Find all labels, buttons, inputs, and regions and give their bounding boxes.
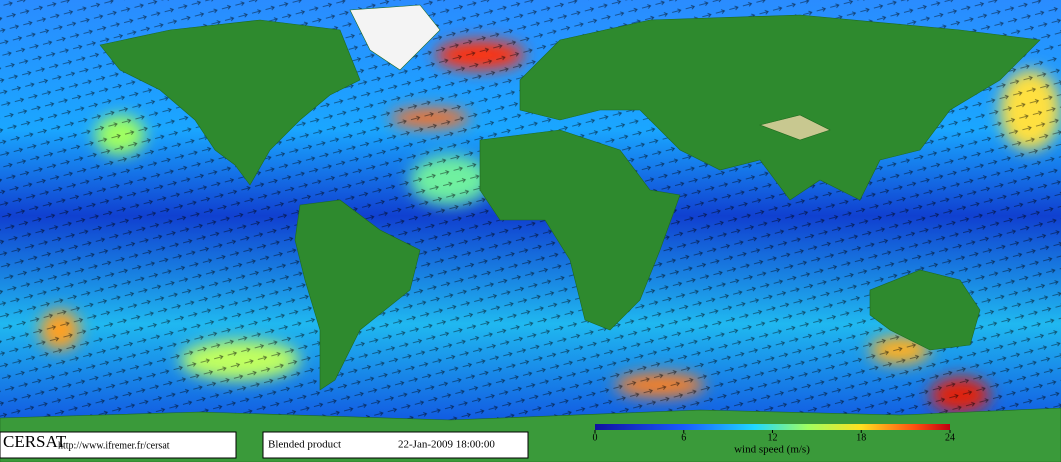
timestamp: 22-Jan-2009 18:00:00	[398, 439, 495, 451]
colorbar-label: wind speed (m/s)	[734, 444, 810, 456]
colorbar-tick-label: 24	[945, 432, 955, 443]
product: Blended product	[268, 439, 341, 451]
logo: CERSAT	[3, 432, 67, 451]
colorbar	[595, 424, 950, 430]
colorbar-tick-label: 6	[681, 432, 686, 443]
url: http://www.ifremer.fr/cersat	[58, 440, 170, 451]
colorbar-tick-label: 12	[768, 432, 778, 443]
colorbar-tick-label: 18	[856, 432, 866, 443]
logo-box	[0, 431, 237, 459]
colorbar-tick-label: 0	[593, 432, 598, 443]
info-box	[262, 431, 529, 459]
